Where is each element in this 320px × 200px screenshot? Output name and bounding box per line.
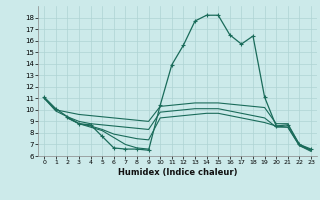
- X-axis label: Humidex (Indice chaleur): Humidex (Indice chaleur): [118, 168, 237, 177]
